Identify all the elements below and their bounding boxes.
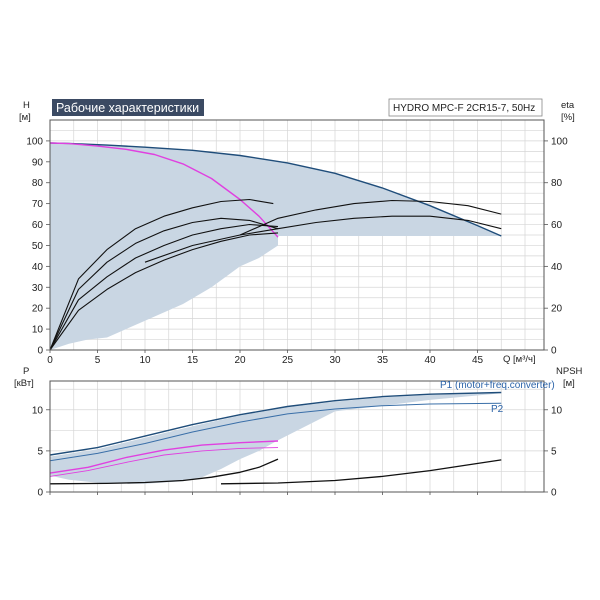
y-tick-label: 10: [32, 405, 44, 416]
y-right-tick-label: 0: [551, 488, 557, 499]
y-right-tick-label: 40: [551, 262, 563, 273]
x-tick-label: 40: [424, 355, 436, 366]
y-axis-left-unit-head: [м]: [19, 112, 31, 123]
y-tick-label: 100: [26, 136, 43, 147]
head-plot-ticks: 0 10 20 30 40 50 60 70 80 90 100 0 20 40 60 80 100 0 5 10 15…: [26, 136, 568, 366]
y-tick-label: 60: [32, 220, 44, 231]
y-right-tick-label: 80: [551, 178, 563, 189]
y-tick-label: 20: [32, 304, 44, 315]
npsh-curve: [220, 459, 502, 485]
y-right-tick-label: 100: [551, 136, 568, 147]
eta-curve: [144, 215, 502, 263]
x-tick-label: 20: [234, 355, 246, 366]
y-axis-left-unit-power: [кВт]: [14, 378, 34, 389]
x-tick-label: 5: [95, 355, 101, 366]
y-axis-right-unit-eta: [%]: [561, 112, 575, 123]
model-label: HYDRO MPC-F 2CR15-7, 50Hz: [393, 103, 535, 114]
y-axis-right-letter-npsh: NPSH: [556, 366, 583, 377]
power-plot-series: [49, 391, 502, 485]
model-label-box: [388, 98, 543, 117]
y-axis-left-letter-head: H: [23, 100, 30, 111]
legend-p2: P2: [491, 404, 504, 415]
power-plot-frame: [49, 380, 545, 493]
x-axis-label: Q [м³/ч]: [503, 354, 536, 365]
x-tick-label: 15: [187, 355, 199, 366]
head-one-pump-curve: [49, 142, 279, 238]
head-plot-frame: [49, 119, 545, 351]
head-area-region: [50, 143, 502, 350]
eta-curve: [49, 223, 279, 351]
y-right-tick-label: 20: [551, 304, 563, 315]
x-tick-label: 45: [472, 355, 484, 366]
eta-curve: [49, 217, 279, 351]
p1-one-pump-curve: [49, 440, 279, 474]
head-max-curve: [49, 142, 502, 237]
power-plot-ticks: 0 5 10 0 5 10: [32, 405, 563, 498]
y-tick-label: 5: [37, 446, 43, 457]
y-tick-label: 70: [32, 199, 44, 210]
eta-curve: [49, 198, 274, 351]
legend-p1: P1 (motor+freq.converter): [440, 380, 555, 391]
x-tick-label: 25: [282, 355, 294, 366]
x-tick-label: 0: [47, 355, 53, 366]
y-right-tick-label: 60: [551, 220, 563, 231]
y-tick-label: 30: [32, 283, 44, 294]
y-right-tick-label: 10: [551, 405, 563, 416]
y-right-tick-label: 5: [551, 446, 557, 457]
y-tick-label: 80: [32, 178, 44, 189]
chart-title-badge: [52, 99, 204, 116]
power-area-region: [50, 393, 502, 484]
p1-max-curve: [49, 391, 502, 456]
plot-frame: [49, 380, 545, 493]
x-tick-label: 35: [377, 355, 389, 366]
y-tick-label: 10: [32, 325, 44, 336]
y-tick-label: 0: [37, 346, 43, 357]
y-tick-label: 90: [32, 157, 44, 168]
x-tick-label: 30: [329, 355, 341, 366]
plot-frame: [49, 119, 545, 351]
p2-one-pump-curve: [49, 447, 279, 477]
y-axis-left-letter-power: P: [23, 366, 29, 377]
y-axis-right-unit-npsh: [м]: [563, 378, 575, 389]
head-plot-series: [49, 142, 502, 351]
y-tick-label: 50: [32, 241, 44, 252]
y-axis-right-letter-eta: eta: [561, 100, 575, 111]
eta-curve: [239, 199, 502, 236]
npsh-curve: [49, 458, 279, 485]
eta-curve: [49, 232, 279, 351]
y-right-tick-label: 0: [551, 346, 557, 357]
x-tick-label: 10: [139, 355, 151, 366]
y-tick-label: 40: [32, 262, 44, 273]
chart-title: Рабочие характеристики: [56, 101, 199, 115]
p2-max-curve: [49, 402, 502, 462]
y-tick-label: 0: [37, 488, 43, 499]
